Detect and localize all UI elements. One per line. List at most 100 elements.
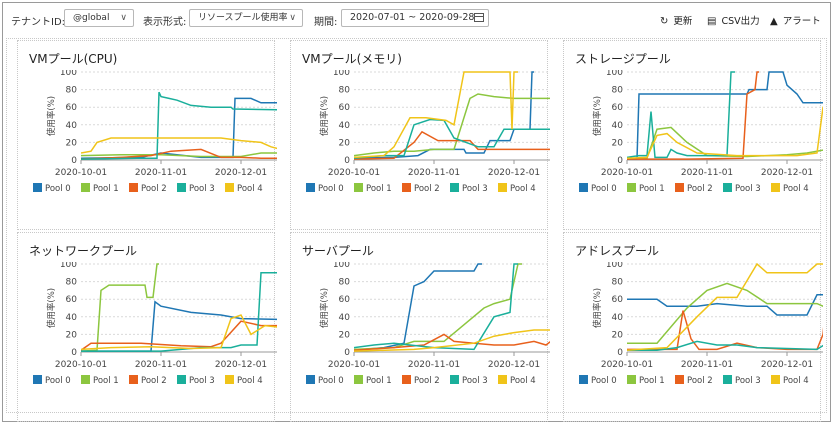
legend-label[interactable]: Pool 4	[237, 184, 263, 194]
legend-swatch	[579, 375, 588, 384]
period-date-field[interactable]: 2020-07-01 ~ 2020-09-28	[341, 9, 489, 27]
alert-label: アラート	[783, 16, 821, 27]
y-tick-label: 40	[612, 313, 624, 323]
chart-title: ストレージプール	[575, 50, 671, 67]
legend-label[interactable]: Pool 2	[687, 184, 713, 194]
legend-swatch	[33, 183, 42, 192]
y-tick-label: 60	[339, 103, 351, 113]
x-tick-label: 2020-11-01	[681, 168, 733, 178]
refresh-icon: ↻	[660, 16, 668, 27]
y-tick-label: 60	[66, 103, 78, 113]
legend-swatch	[177, 183, 186, 192]
legend-label[interactable]: Pool 1	[639, 184, 665, 194]
series-line-pool-2	[81, 321, 277, 350]
legend-label[interactable]: Pool 3	[735, 376, 761, 386]
x-tick-label: 2020-11-01	[408, 360, 460, 370]
legend-label[interactable]: Pool 0	[318, 376, 344, 386]
legend-label[interactable]: Pool 0	[591, 184, 617, 194]
legend-swatch	[225, 375, 234, 384]
x-tick-label: 2020-12-01	[488, 360, 540, 370]
legend-swatch	[771, 375, 780, 384]
legend-label[interactable]: Pool 0	[45, 184, 71, 194]
y-tick-label: 60	[66, 295, 78, 305]
y-axis-label: 使用率(%)	[46, 96, 57, 136]
legend-swatch	[81, 375, 90, 384]
y-tick-label: 40	[66, 121, 78, 131]
x-tick-label: 2020-10-01	[601, 360, 653, 370]
y-tick-label: 0	[71, 348, 77, 358]
legend-label[interactable]: Pool 2	[141, 184, 167, 194]
display-format-select[interactable]: リソースプール使用率 ∨	[189, 9, 303, 27]
legend-label[interactable]: Pool 4	[783, 376, 809, 386]
y-tick-label: 0	[617, 156, 623, 166]
legend-label[interactable]: Pool 3	[462, 376, 488, 386]
y-tick-label: 100	[606, 70, 623, 78]
chart-title: サーバプール	[302, 242, 374, 259]
legend-swatch	[723, 183, 732, 192]
chart-card: サーバプール 0 20 40 60 80 100 使用率(%) 2020-10-01 2020-1…	[290, 232, 548, 422]
legend-label[interactable]: Pool 4	[237, 376, 263, 386]
legend-label[interactable]: Pool 0	[45, 376, 71, 386]
y-tick-label: 20	[612, 138, 624, 148]
legend-label[interactable]: Pool 1	[93, 376, 119, 386]
csv-export-button[interactable]: ▤ CSV出力	[707, 13, 760, 27]
calendar-icon[interactable]	[474, 13, 484, 22]
line-chart: 0 20 40 60 80 100 使用率(%) 2020-10-01 2020-11-01 20…	[27, 262, 277, 420]
chart-title: アドレスプール	[575, 242, 659, 259]
legend-swatch	[675, 183, 684, 192]
legend-swatch	[771, 183, 780, 192]
y-axis-label: 使用率(%)	[46, 288, 57, 328]
series-line-pool-3	[81, 92, 277, 159]
chart-card: ストレージプール 0 20 40 60 80 100 使用率(%) 2020-10-01 2020…	[563, 40, 821, 230]
legend-label[interactable]: Pool 2	[414, 184, 440, 194]
y-tick-label: 100	[333, 262, 350, 270]
legend-swatch	[129, 375, 138, 384]
series-line-pool-4	[627, 264, 823, 350]
refresh-button[interactable]: ↻ 更新	[660, 13, 692, 27]
y-axis-label: 使用率(%)	[592, 288, 603, 328]
alert-button[interactable]: ▲ アラート	[770, 13, 821, 27]
y-tick-label: 80	[66, 86, 78, 96]
legend-swatch	[354, 375, 363, 384]
x-tick-label: 2020-11-01	[408, 168, 460, 178]
line-chart: 0 20 40 60 80 100 使用率(%) 2020-10-01 2020-11-01 20…	[300, 70, 550, 228]
x-tick-label: 2020-10-01	[55, 360, 107, 370]
chart-title: ネットワークプール	[29, 242, 137, 259]
x-tick-label: 2020-11-01	[135, 168, 187, 178]
y-tick-label: 60	[612, 295, 624, 305]
legend-label[interactable]: Pool 4	[510, 376, 536, 386]
chevron-down-icon: ∨	[120, 10, 127, 26]
legend-label[interactable]: Pool 2	[414, 376, 440, 386]
legend-label[interactable]: Pool 4	[783, 184, 809, 194]
legend-label[interactable]: Pool 3	[735, 184, 761, 194]
legend-label[interactable]: Pool 2	[687, 376, 713, 386]
line-chart: 0 20 40 60 80 100 使用率(%) 2020-10-01 2020-11-01 20…	[573, 70, 823, 228]
legend-label[interactable]: Pool 4	[510, 184, 536, 194]
x-tick-label: 2020-10-01	[328, 168, 380, 178]
line-chart: 0 20 40 60 80 100 使用率(%) 2020-10-01 2020-11-01 20…	[300, 262, 550, 420]
legend-label[interactable]: Pool 3	[462, 184, 488, 194]
series-line-pool-0	[354, 264, 482, 350]
legend-label[interactable]: Pool 1	[639, 376, 665, 386]
tenant-select[interactable]: @global ∨	[64, 9, 134, 27]
series-line-pool-1	[354, 264, 522, 349]
legend-label[interactable]: Pool 0	[591, 376, 617, 386]
line-chart: 0 20 40 60 80 100 使用率(%) 2020-10-01 2020-11-01 20…	[27, 70, 277, 228]
y-tick-label: 100	[60, 262, 77, 270]
legend-swatch	[579, 183, 588, 192]
legend-label[interactable]: Pool 3	[189, 184, 215, 194]
y-tick-label: 60	[339, 295, 351, 305]
legend-label[interactable]: Pool 1	[93, 184, 119, 194]
y-axis-label: 使用率(%)	[592, 96, 603, 136]
legend-label[interactable]: Pool 2	[141, 376, 167, 386]
chart-title: VMプール(CPU)	[29, 50, 117, 67]
legend-label[interactable]: Pool 1	[366, 184, 392, 194]
series-line-pool-0	[627, 72, 823, 159]
y-axis-label: 使用率(%)	[319, 288, 330, 328]
tenant-value: @global	[73, 13, 109, 23]
y-tick-label: 80	[612, 278, 624, 288]
legend-label[interactable]: Pool 3	[189, 376, 215, 386]
legend-label[interactable]: Pool 0	[318, 184, 344, 194]
y-tick-label: 100	[60, 70, 77, 78]
legend-label[interactable]: Pool 1	[366, 376, 392, 386]
